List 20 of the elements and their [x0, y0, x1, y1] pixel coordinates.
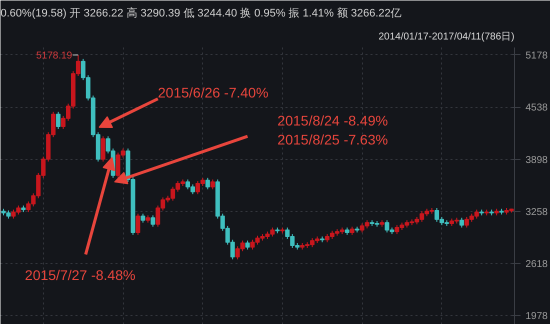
- annotation: 5178.19: [36, 50, 73, 62]
- y-tick-label: 3898: [526, 154, 548, 166]
- annotation: 2015/8/25 -7.63%: [277, 132, 388, 148]
- chart-title: 2014/01/17-2017/04/11(786日): [378, 32, 514, 42]
- candlestick: [150, 214, 156, 228]
- annotation: 2015/8/24 -8.49%: [277, 112, 388, 128]
- annotation: 2015/7/27 -8.48%: [24, 266, 136, 283]
- annotation: 2015/6/26 -7.40%: [158, 84, 268, 100]
- candlestick: [205, 177, 210, 190]
- y-tick-label: 4538: [526, 102, 548, 114]
- candlestick: [56, 111, 61, 130]
- y-tick-label: 3258: [526, 206, 548, 218]
- candlestick: [136, 213, 140, 236]
- chart-subtitle: 0.60%(19.58) 开 3266.22 高 3290.39 低 3244.40 换 0.95% 振 1.41% 额 3266.22亿: [0, 6, 402, 20]
- y-tick-label: 5178: [526, 50, 548, 62]
- y-tick-label: 1978: [526, 311, 548, 322]
- candlestick: [100, 136, 106, 162]
- candlestick: [459, 217, 464, 228]
- candlestick: [210, 178, 215, 190]
- y-tick-label: 2618: [526, 259, 548, 270]
